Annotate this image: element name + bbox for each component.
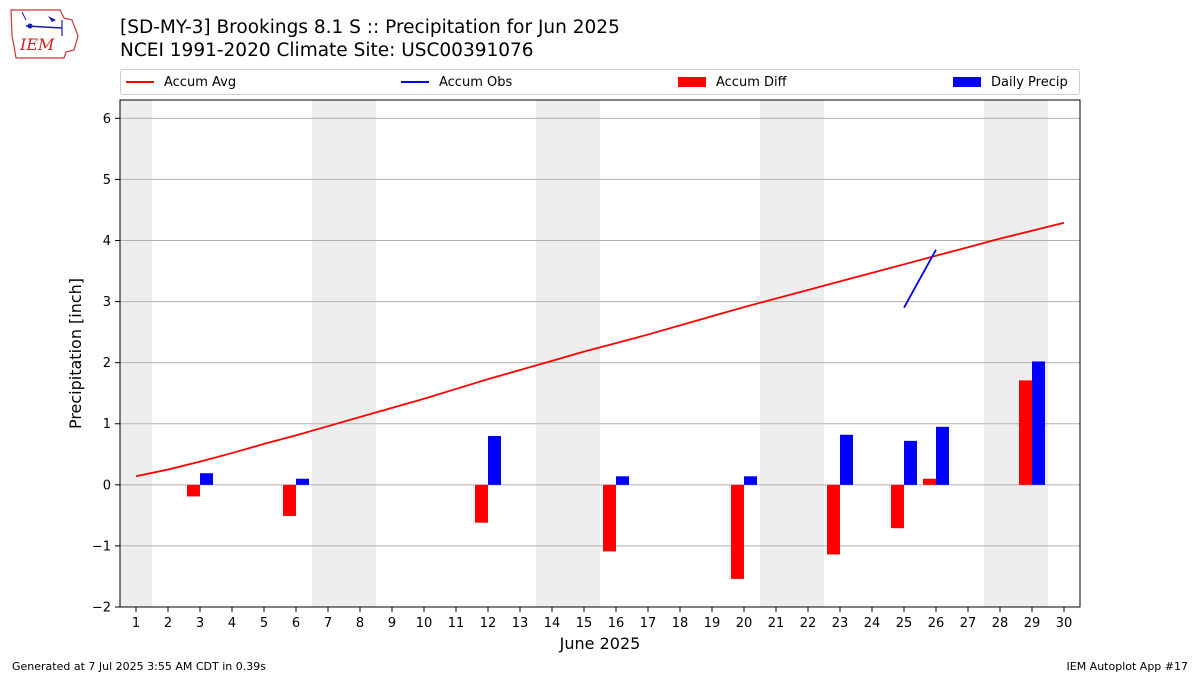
footer-app: IEM Autoplot App #17 (1066, 660, 1189, 673)
legend-label-daily-precip: Daily Precip (991, 74, 1068, 90)
accum-diff-bar-day-25 (891, 484, 904, 529)
x-tick-label-16: 16 (608, 616, 625, 631)
accum-diff-bar-day-12 (475, 484, 488, 523)
daily-precip-bar-day-16 (616, 476, 629, 485)
y-tick-label-4: 2 (103, 356, 111, 371)
legend-item-daily-precip: Daily Precip (953, 70, 1068, 94)
legend-swatch-accum-avg (126, 81, 154, 83)
y-tick-label-1: 5 (103, 173, 111, 188)
daily-precip-bar-day-23 (840, 434, 853, 485)
x-tick-label-15: 15 (576, 616, 593, 631)
x-tick-label-2: 2 (164, 616, 172, 631)
x-tick-label-29: 29 (1024, 616, 1041, 631)
y-tick-label-6: 0 (103, 478, 111, 493)
accum-diff-bar-day-23 (827, 484, 840, 555)
x-tick-label-30: 30 (1056, 616, 1073, 631)
y-tick-label-2: 4 (103, 234, 111, 249)
accum-diff-bar-day-6 (283, 484, 296, 516)
weekend-band-2 (536, 100, 600, 607)
x-tick-label-9: 9 (388, 616, 396, 631)
accum-diff-bar-day-16 (603, 484, 616, 552)
footer-generated: Generated at 7 Jul 2025 3:55 AM CDT in 0… (12, 660, 266, 673)
x-tick-label-12: 12 (480, 616, 497, 631)
weekend-band-0 (120, 100, 152, 607)
weekend-band-4 (984, 100, 1048, 607)
accum-diff-bar-day-3 (187, 484, 200, 497)
legend-item-accum-obs: Accum Obs (401, 70, 512, 94)
y-tick-label-0: 6 (103, 112, 111, 127)
weekend-band-1 (312, 100, 376, 607)
x-tick-label-28: 28 (992, 616, 1009, 631)
legend-swatch-accum-diff (678, 77, 706, 87)
x-tick-label-17: 17 (640, 616, 657, 631)
daily-precip-bar-day-25 (904, 440, 917, 485)
legend-label-accum-avg: Accum Avg (164, 74, 237, 90)
legend-label-accum-obs: Accum Obs (439, 74, 513, 90)
plot-frame (119, 99, 1081, 608)
daily-precip-bar-day-29 (1032, 361, 1045, 485)
x-tick-label-10: 10 (416, 616, 433, 631)
x-tick-label-7: 7 (324, 616, 332, 631)
legend-label-accum-diff: Accum Diff (716, 74, 787, 90)
chart-title: [SD-MY-3] Brookings 8.1 S :: Precipitati… (120, 17, 620, 38)
iem-logo: IEM (10, 9, 79, 59)
x-tick-label-5: 5 (260, 616, 268, 631)
weekend-band-3 (760, 100, 824, 607)
y-tick-label-7: −1 (92, 539, 111, 554)
accum-diff-bar-day-26 (923, 478, 936, 485)
x-tick-label-1: 1 (132, 616, 140, 631)
x-tick-label-22: 22 (800, 616, 817, 631)
x-tick-label-27: 27 (960, 616, 977, 631)
accum-diff-bar-day-20 (731, 484, 744, 579)
x-tick-label-13: 13 (512, 616, 529, 631)
daily-precip-bar-day-20 (744, 476, 757, 485)
x-tick-label-18: 18 (672, 616, 689, 631)
daily-precip-bar-day-26 (936, 426, 949, 485)
x-tick-label-26: 26 (928, 616, 945, 631)
x-tick-label-19: 19 (704, 616, 721, 631)
y-tick-label-3: 3 (103, 295, 111, 310)
accum-avg-line (135, 221, 1065, 478)
x-tick-label-14: 14 (544, 616, 561, 631)
daily-precip-bar-day-6 (296, 478, 309, 485)
legend-swatch-daily-precip (953, 77, 981, 87)
x-axis-label: June 2025 (559, 634, 641, 653)
x-tick-label-4: 4 (228, 616, 236, 631)
chart-legend: Accum Avg Accum Obs Accum Diff Daily Pre… (120, 69, 1080, 95)
daily-precip-bar-day-3 (200, 473, 213, 485)
x-tick-label-21: 21 (768, 616, 785, 631)
x-tick-label-8: 8 (356, 616, 364, 631)
y-axis-label: Precipitation [inch] (66, 278, 85, 429)
logo-text: IEM (19, 35, 55, 54)
daily-precip-bar-day-12 (488, 435, 501, 485)
y-tick-label-8: −2 (92, 601, 111, 616)
x-tick-label-25: 25 (896, 616, 913, 631)
x-tick-label-24: 24 (864, 616, 881, 631)
legend-item-accum-diff: Accum Diff (678, 70, 787, 94)
accum-obs-line (903, 249, 937, 309)
x-tick-label-23: 23 (832, 616, 849, 631)
accum-diff-bar-day-29 (1019, 380, 1032, 485)
y-tick-label-5: 1 (103, 417, 111, 432)
legend-item-accum-avg: Accum Avg (126, 70, 236, 94)
x-tick-label-6: 6 (292, 616, 300, 631)
x-tick-label-11: 11 (448, 616, 465, 631)
legend-swatch-accum-obs (401, 81, 429, 83)
x-tick-label-20: 20 (736, 616, 753, 631)
x-tick-label-3: 3 (196, 616, 204, 631)
chart-subtitle: NCEI 1991-2020 Climate Site: USC00391076 (120, 40, 534, 61)
